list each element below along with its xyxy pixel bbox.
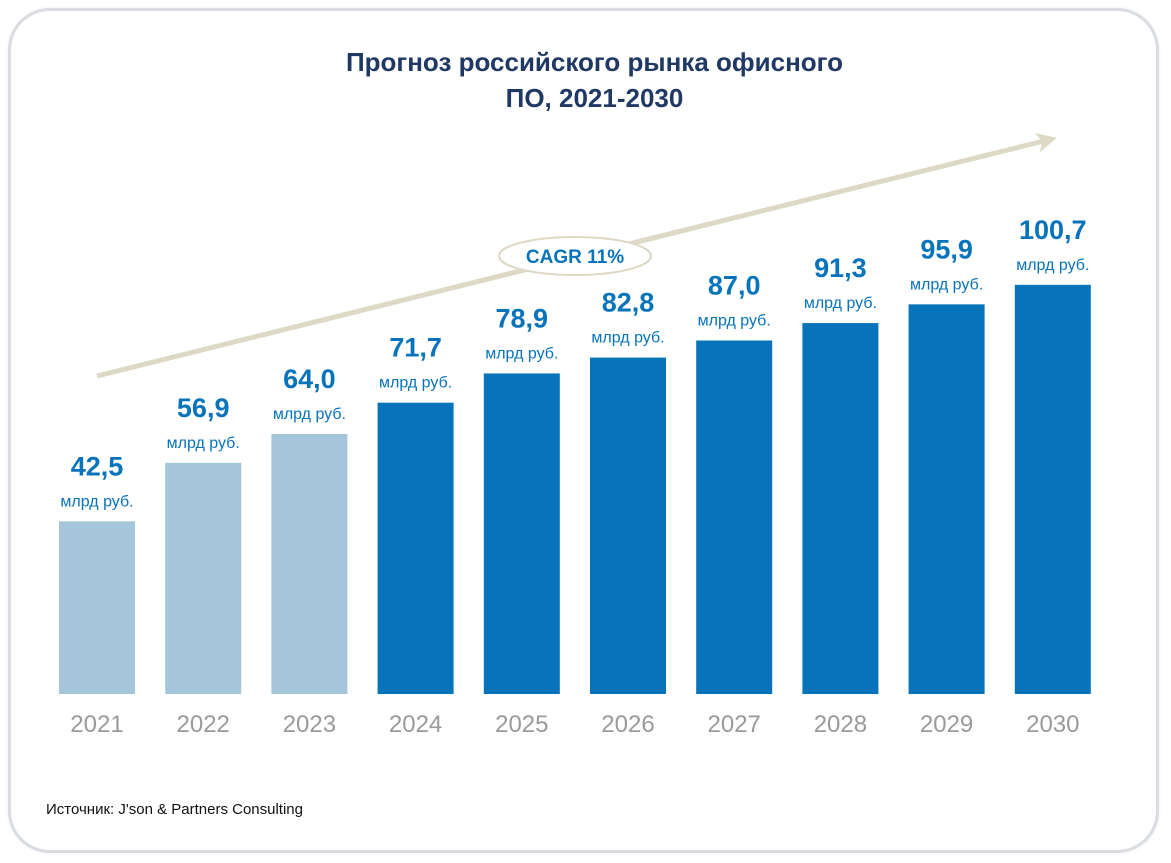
bar-2027 <box>696 340 773 694</box>
bar-2029 <box>908 304 985 694</box>
bar-2030 <box>1014 284 1091 694</box>
value-label-2030: 100,7 <box>1019 215 1087 245</box>
value-label-2026: 82,8 <box>602 288 655 318</box>
unit-label-2024: млрд руб. <box>379 375 452 392</box>
value-label-2027: 87,0 <box>708 271 761 301</box>
unit-label-2028: млрд руб. <box>804 295 877 312</box>
unit-label-2022: млрд руб. <box>167 435 240 452</box>
x-tick-2024: 2024 <box>389 711 442 738</box>
x-tick-2025: 2025 <box>495 711 548 738</box>
unit-label-2021: млрд руб. <box>60 493 133 510</box>
x-tick-2027: 2027 <box>708 711 761 738</box>
value-label-2021: 42,5 <box>71 451 124 481</box>
cagr-ellipse <box>498 236 652 276</box>
source-note: Источник: J'son & Partners Consulting <box>46 801 303 818</box>
bar-2028 <box>802 323 879 694</box>
x-tick-2021: 2021 <box>70 711 123 738</box>
cagr-label: CAGR 11% <box>526 247 624 268</box>
bar-2023 <box>271 433 348 694</box>
x-tick-2023: 2023 <box>283 711 336 738</box>
bar-2024 <box>377 402 454 694</box>
unit-label-2030: млрд руб. <box>1016 257 1089 274</box>
unit-label-2026: млрд руб. <box>591 330 664 347</box>
chart-title-line-2: ПО, 2021-2030 <box>505 83 684 113</box>
value-label-2028: 91,3 <box>814 253 867 283</box>
value-label-2024: 71,7 <box>389 333 442 363</box>
unit-label-2023: млрд руб. <box>273 406 346 423</box>
x-tick-2030: 2030 <box>1026 711 1079 738</box>
unit-label-2027: млрд руб. <box>698 313 771 330</box>
value-label-2023: 64,0 <box>283 364 336 394</box>
value-label-2022: 56,9 <box>177 393 230 423</box>
bar-2026 <box>590 357 666 694</box>
bar-2025 <box>483 373 560 694</box>
x-tick-2026: 2026 <box>601 711 654 738</box>
unit-label-2025: млрд руб. <box>485 345 558 362</box>
chart-title-line-1: Прогноз российского рынка офисного <box>345 47 844 77</box>
bar-2022 <box>165 462 242 694</box>
unit-label-2029: млрд руб. <box>910 276 983 293</box>
x-tick-2028: 2028 <box>814 711 867 738</box>
chart-title: Прогноз российского рынка офисного ПО, 2… <box>0 44 1171 116</box>
value-label-2025: 78,9 <box>496 303 549 333</box>
x-tick-2022: 2022 <box>177 711 230 738</box>
value-label-2029: 95,9 <box>920 234 973 264</box>
bar-2021 <box>59 521 135 694</box>
x-tick-2029: 2029 <box>920 711 973 738</box>
